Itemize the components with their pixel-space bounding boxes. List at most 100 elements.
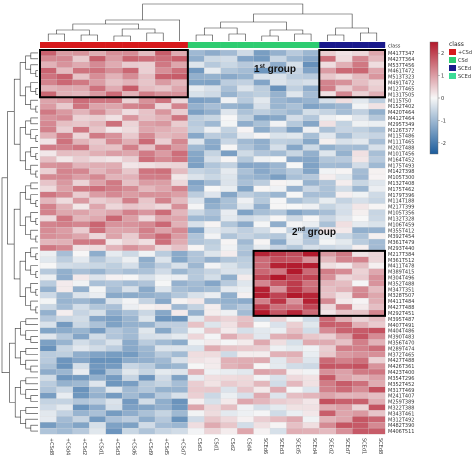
heatmap-cell [138, 321, 156, 328]
heatmap-cell [352, 67, 369, 74]
heatmap-cell [89, 162, 107, 169]
dendrogram-link [30, 82, 38, 92]
heatmap-cell [335, 120, 353, 128]
row-label: M328T507 [388, 293, 414, 299]
heatmap-cell [39, 315, 57, 323]
heatmap-cell [335, 268, 353, 275]
dendrogram-link [335, 27, 369, 35]
heatmap-cell [56, 357, 74, 364]
heatmap-cell [204, 345, 222, 352]
column-label: +CSd4 [65, 438, 71, 455]
heatmap-cell [335, 374, 353, 382]
heatmap-cell [138, 410, 156, 417]
heatmap-cell [138, 173, 156, 181]
heatmap-cell [89, 398, 107, 405]
heatmap-cell [204, 120, 222, 128]
heatmap-cell [72, 292, 90, 299]
heatmap-cell [335, 404, 353, 411]
dendrogram-link [30, 300, 38, 311]
row-label: M352T452 [388, 382, 414, 388]
row-label: M115T486 [388, 134, 414, 140]
heatmap-cell [171, 215, 189, 222]
heatmap-cell [138, 215, 156, 222]
heatmap-cell [154, 168, 172, 175]
heatmap-cell [187, 108, 205, 116]
heatmap-cell [187, 233, 205, 240]
heatmap-cell [204, 61, 222, 69]
heatmap-cell [122, 209, 139, 216]
heatmap-cell [352, 173, 369, 181]
dendrogram-link [25, 330, 38, 340]
heatmap-cell [286, 103, 304, 110]
heatmap-cell [138, 404, 156, 411]
heatmap-cell [335, 61, 353, 69]
heatmap-cell [72, 333, 90, 340]
heatmap-cell [352, 103, 369, 110]
heatmap-cell [154, 398, 172, 405]
heatmap-cell [253, 55, 271, 63]
heatmap-cell [138, 292, 156, 299]
heatmap-cell [286, 203, 304, 210]
heatmap-cell [204, 168, 222, 175]
heatmap-cell [220, 203, 238, 210]
heatmap-cell [187, 91, 205, 98]
heatmap-cell [253, 392, 271, 399]
heatmap-cell [39, 168, 57, 175]
heatmap-cell [154, 197, 172, 204]
heatmap-cell [220, 404, 238, 411]
heatmap-cell [56, 410, 74, 417]
heatmap-cell [138, 150, 156, 157]
heatmap-cell [56, 79, 74, 86]
heatmap-cell [171, 333, 189, 340]
dendrogram-link [35, 135, 38, 142]
heatmap-cell [187, 422, 205, 429]
heatmap-cell [154, 386, 172, 393]
heatmap-cell [138, 286, 156, 293]
dendrogram-link [30, 265, 38, 275]
heatmap-cell [171, 85, 189, 92]
heatmap-cell [237, 374, 254, 382]
heatmap-cell [237, 132, 254, 139]
heatmap-cell [56, 114, 74, 122]
heatmap-cell [187, 168, 205, 175]
heatmap-cell [352, 108, 369, 116]
heatmap-cell [269, 185, 287, 193]
heatmap-cell [204, 410, 222, 417]
heatmap-cell [39, 238, 57, 246]
heatmap-cell [204, 73, 222, 80]
heatmap-cell [302, 321, 320, 328]
heatmap-cell [105, 67, 123, 74]
heatmap-cell [122, 55, 139, 63]
heatmap-cell [56, 268, 74, 275]
heatmap-cell [138, 179, 156, 187]
heatmap-cell [302, 398, 320, 405]
heatmap-cell [204, 380, 222, 388]
heatmap-cell [105, 268, 123, 275]
class-cell [253, 42, 271, 48]
heatmap-cell [72, 126, 90, 134]
heatmap-cell [56, 132, 74, 139]
heatmap-cell [56, 103, 74, 110]
heatmap-cell [302, 386, 320, 393]
heatmap-cell [89, 297, 107, 305]
heatmap-cell [56, 427, 74, 435]
heatmap-cell [204, 292, 222, 299]
heatmap-cell [122, 197, 139, 204]
class-cell [155, 42, 172, 48]
heatmap-cell [204, 203, 222, 210]
heatmap-cell [237, 410, 254, 417]
dendrogram-link [294, 33, 312, 41]
dendrogram-link [121, 28, 156, 36]
heatmap-cell [253, 274, 271, 281]
heatmap-cell [187, 49, 205, 57]
heatmap-cell [319, 327, 337, 334]
heatmap-cell [352, 191, 369, 199]
row-label: M164T452 [388, 157, 414, 163]
heatmap-cell [302, 268, 320, 275]
heatmap-cell [319, 191, 337, 199]
heatmap-cell [105, 404, 123, 411]
heatmap-cell [72, 351, 90, 358]
heatmap-cell [39, 173, 57, 181]
heatmap-cell [286, 333, 304, 340]
heatmap-cell [154, 380, 172, 388]
